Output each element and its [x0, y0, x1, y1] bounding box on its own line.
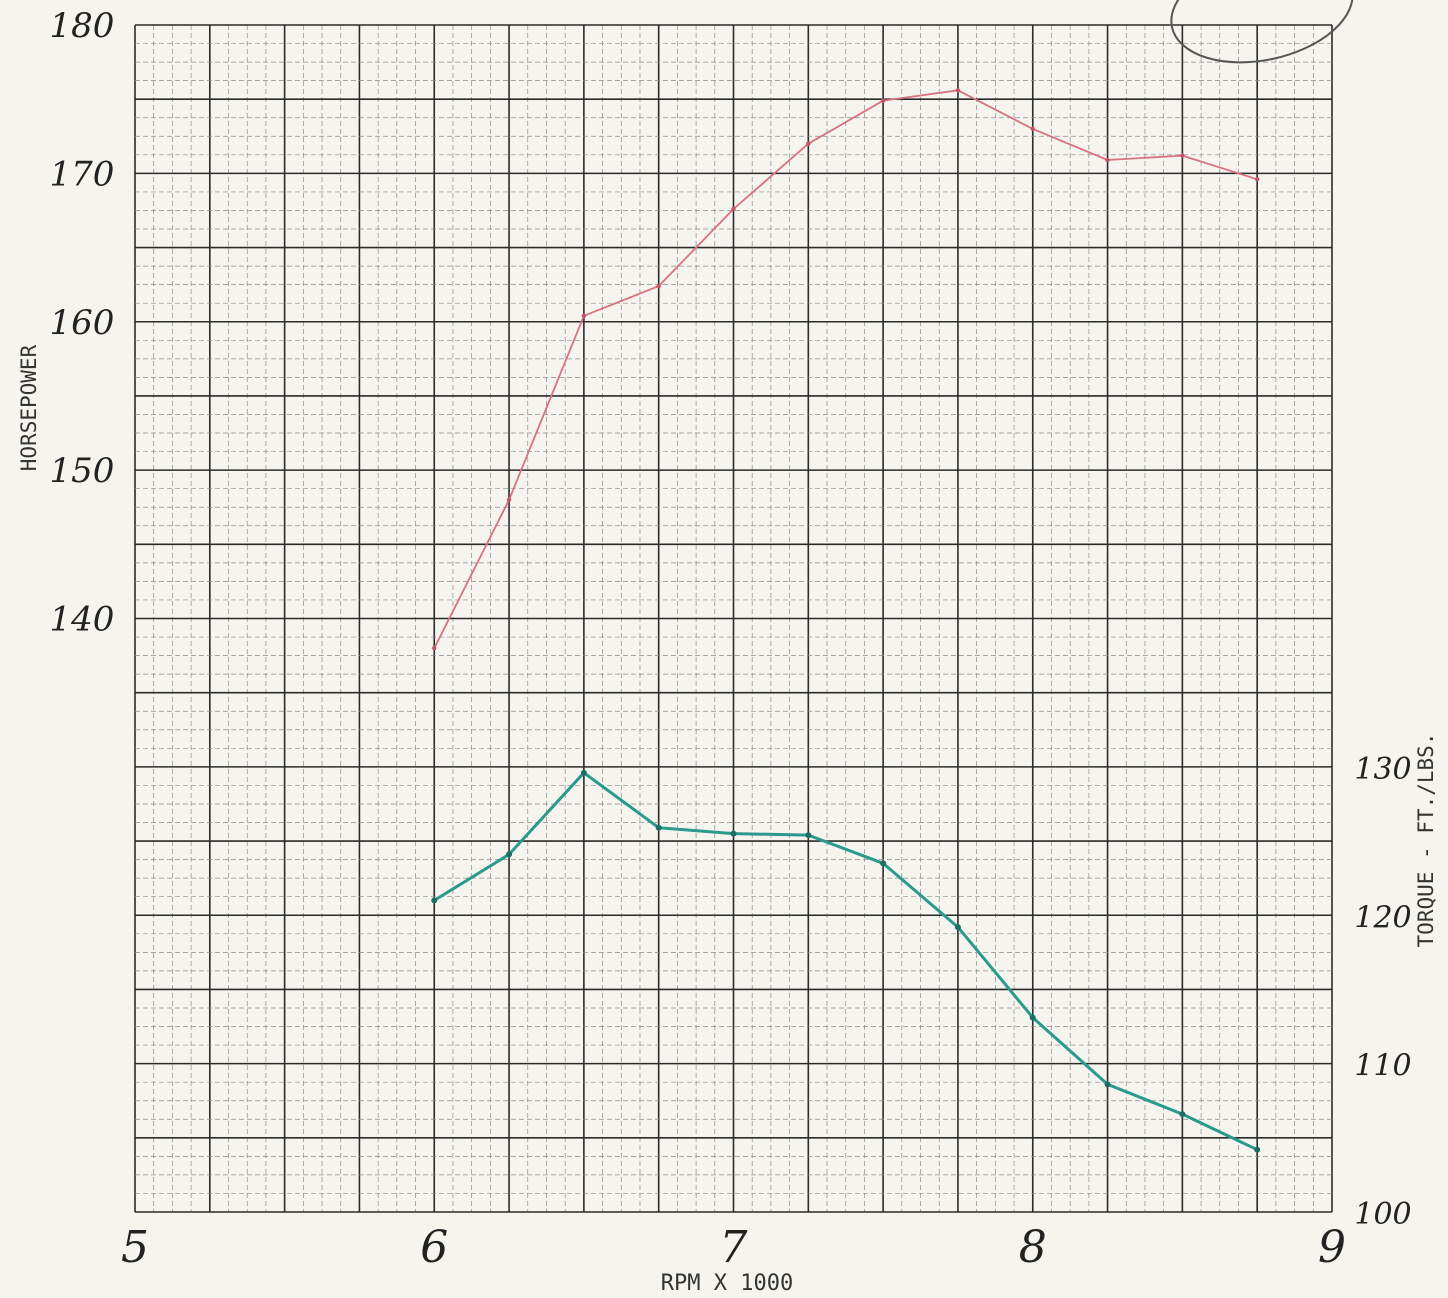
y-right-tick-label: 110 — [1354, 1049, 1411, 1084]
grid — [134, 24, 1333, 1213]
x-tick-label: 6 — [420, 1222, 448, 1273]
horsepower-point — [581, 313, 587, 319]
horsepower-point — [806, 141, 811, 146]
x-tick-label: 8 — [1019, 1222, 1047, 1273]
horsepower-point — [506, 497, 512, 502]
torque-point — [880, 860, 887, 867]
torque-point — [655, 824, 662, 831]
y-left-tick-label: 180 — [50, 6, 115, 46]
x-tick-label: 9 — [1318, 1222, 1346, 1273]
y-axis-right-label: TORQUE - FT./LBS. — [1414, 733, 1438, 948]
torque-point — [580, 769, 587, 776]
horsepower-point — [1030, 126, 1035, 132]
torque-point — [805, 832, 812, 839]
horsepower-point — [731, 206, 736, 212]
x-tick-label: 5 — [121, 1222, 149, 1273]
y-left-tick-label: 150 — [50, 451, 115, 491]
tick-labels: 5 6 7 8 9 180 170 160 150 140 130 120 110 100 — [50, 6, 1412, 1273]
horsepower-point — [955, 88, 961, 93]
y-right-tick-label: 130 — [1354, 752, 1411, 787]
y-right-tick-label: 120 — [1354, 900, 1411, 935]
y-axis-left-label: HORSEPOWER — [17, 344, 41, 471]
x-axis-label: RPM X 1000 — [661, 1271, 793, 1296]
torque-point — [1254, 1146, 1261, 1153]
y-left-tick-label: 170 — [50, 154, 115, 194]
horsepower-point — [880, 98, 886, 103]
horsepower-line — [433, 89, 1258, 649]
pen-mark — [1170, 0, 1354, 64]
torque-point — [730, 830, 737, 837]
horsepower-point — [656, 283, 661, 289]
torque-point — [506, 851, 513, 858]
y-right-tick-label: 100 — [1354, 1197, 1411, 1232]
torque-point — [1104, 1081, 1111, 1088]
series-layer — [431, 88, 1261, 1153]
torque-line — [433, 771, 1258, 1152]
horsepower-point — [1105, 157, 1110, 163]
horsepower-point — [1180, 153, 1185, 158]
x-tick-label: 7 — [720, 1222, 748, 1273]
horsepower-point — [1254, 177, 1260, 182]
torque-point — [954, 924, 961, 931]
y-left-tick-label: 140 — [50, 600, 115, 640]
horsepower-point — [432, 645, 437, 651]
y-left-tick-label: 160 — [50, 303, 115, 343]
torque-point — [1179, 1111, 1186, 1118]
torque-point — [1029, 1014, 1036, 1021]
torque-point — [431, 897, 438, 904]
